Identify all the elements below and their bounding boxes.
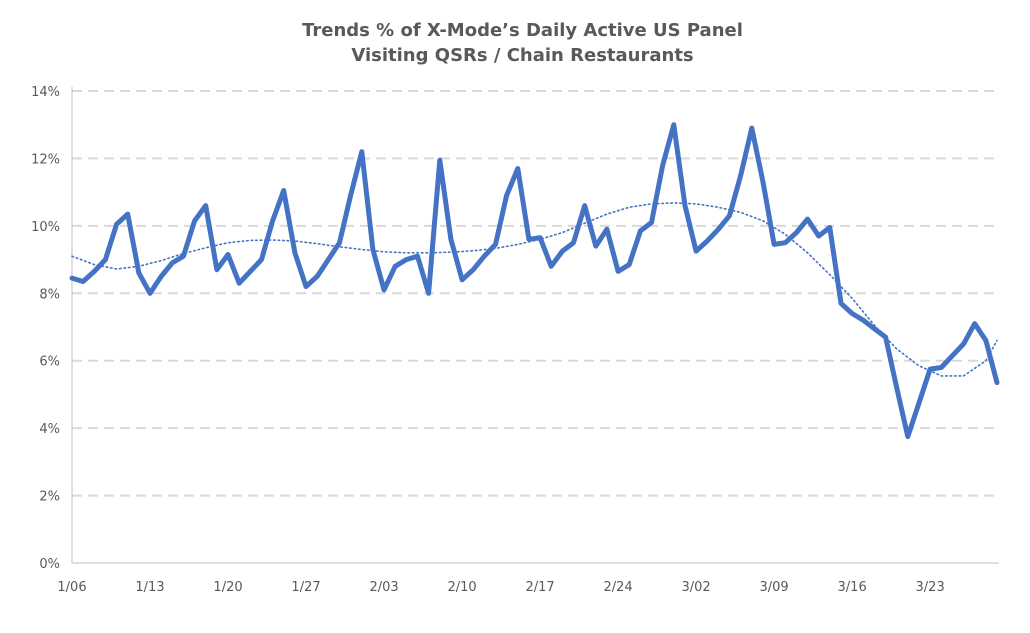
chart-title: Trends % of X-Mode’s Daily Active US Pan…	[0, 18, 1030, 68]
y-tick-label: 10%	[31, 220, 60, 235]
x-tick-label: 3/09	[760, 580, 789, 595]
series	[69, 122, 1000, 440]
x-tick-label: 3/02	[681, 580, 710, 595]
axes	[71, 87, 999, 564]
x-tick-label: 2/03	[369, 580, 398, 595]
y-tick-label: 0%	[39, 557, 60, 572]
x-tick-label: 2/10	[447, 580, 476, 595]
x-tick-label: 1/06	[57, 580, 86, 595]
chart-title-line-1: Trends % of X-Mode’s Daily Active US Pan…	[302, 20, 743, 41]
trend-line	[71, 202, 998, 377]
y-tick-label: 8%	[39, 287, 60, 302]
x-tick-label: 1/13	[135, 580, 164, 595]
y-axis-tick-labels: 0% 2% 4% 6% 8% 10% 12% 14%	[31, 85, 60, 572]
y-tick-label: 14%	[31, 85, 60, 100]
x-tick-label: 2/24	[603, 580, 632, 595]
x-tick-label: 2/17	[525, 580, 554, 595]
x-tick-label: 1/27	[291, 580, 320, 595]
y-tick-label: 6%	[39, 355, 60, 370]
y-tick-label: 4%	[39, 422, 60, 437]
y-tick-label: 2%	[39, 490, 60, 505]
x-tick-label: 1/20	[213, 580, 242, 595]
chart-title-line-2: Visiting QSRs / Chain Restaurants	[351, 45, 694, 66]
x-axis-tick-labels: 1/06 1/13 1/20 1/27 2/03 2/10 2/17 2/24 3/02 3/09…	[57, 580, 944, 595]
x-tick-label: 3/16	[838, 580, 867, 595]
y-tick-label: 12%	[31, 152, 60, 167]
x-tick-label: 3/23	[916, 580, 945, 595]
series-line-daily	[69, 122, 1000, 440]
grid-lines	[72, 90, 999, 497]
